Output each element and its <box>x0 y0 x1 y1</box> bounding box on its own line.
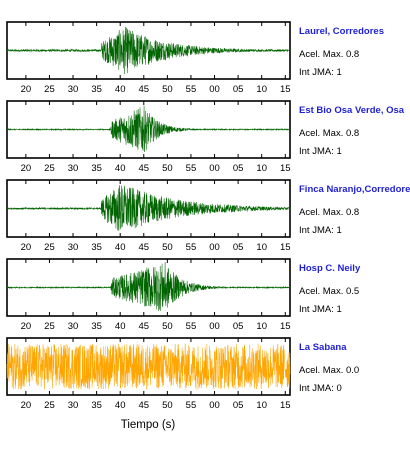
x-tick-label: 50 <box>162 163 173 174</box>
x-tick-label: 50 <box>162 84 173 95</box>
x-tick-label: 05 <box>233 84 244 95</box>
x-tick-label: 20 <box>21 400 32 411</box>
x-tick-label: 35 <box>91 400 102 411</box>
x-tick-label: 25 <box>44 84 55 95</box>
max-acceleration-label: Acel. Max. 0.0 <box>299 365 359 376</box>
x-tick-label: 40 <box>115 163 126 174</box>
x-tick-label: 05 <box>233 242 244 253</box>
x-tick-label: 25 <box>44 242 55 253</box>
x-tick-label: 15 <box>280 84 291 95</box>
x-tick-label: 55 <box>186 163 197 174</box>
x-tick-label: 10 <box>256 400 267 411</box>
x-tick-label: 45 <box>138 84 149 95</box>
station-name: La Sabana <box>299 342 347 353</box>
x-tick-label: 45 <box>138 163 149 174</box>
x-tick-label: 00 <box>209 163 220 174</box>
x-tick-label: 10 <box>256 321 267 332</box>
x-axis-label: Tiempo (s) <box>121 419 176 431</box>
jma-intensity-label: Int JMA: 1 <box>299 225 342 236</box>
x-tick-label: 40 <box>115 400 126 411</box>
seismogram-panel: 20 25 30 35 40 45 50 55 00 05 10 15 Finca Naranjo,Co… <box>6 179 410 253</box>
x-tick-label: 55 <box>186 400 197 411</box>
x-tick-label: 35 <box>91 84 102 95</box>
x-tick-label: 15 <box>280 242 291 253</box>
jma-intensity-label: Int JMA: 1 <box>299 146 342 157</box>
x-tick-label: 35 <box>91 321 102 332</box>
max-acceleration-label: Acel. Max. 0.8 <box>299 49 359 60</box>
x-tick-label: 40 <box>115 84 126 95</box>
x-tick-label: 00 <box>209 321 220 332</box>
x-tick-label: 35 <box>91 242 102 253</box>
jma-intensity-label: Int JMA: 1 <box>299 304 342 315</box>
x-tick-label: 20 <box>21 163 32 174</box>
x-tick-label: 30 <box>68 84 79 95</box>
jma-intensity-label: Int JMA: 1 <box>299 67 342 78</box>
x-tick-label: 05 <box>233 321 244 332</box>
seismogram-trace <box>6 185 291 231</box>
x-tick-label: 25 <box>44 321 55 332</box>
seismogram-trace <box>6 343 291 390</box>
x-tick-label: 30 <box>68 400 79 411</box>
seismogram-panel: 20 25 30 35 40 45 50 55 00 05 10 15 Laurel, Corredor… <box>6 21 384 95</box>
station-name: Laurel, Corredores <box>299 26 384 37</box>
seismogram-panel: 20 25 30 35 40 45 50 55 00 05 10 15 Hosp C. Neily Ace… <box>6 258 361 332</box>
x-tick-label: 45 <box>138 400 149 411</box>
jma-intensity-label: Int JMA: 0 <box>299 383 342 394</box>
station-name: Finca Naranjo,Corredores <box>299 184 410 195</box>
x-tick-label: 45 <box>138 242 149 253</box>
x-tick-label: 25 <box>44 400 55 411</box>
x-tick-label: 20 <box>21 321 32 332</box>
seismogram-panel: 20 25 30 35 40 45 50 55 00 05 10 15 La Sabana Acel. M… <box>6 337 359 411</box>
x-tick-label: 20 <box>21 84 32 95</box>
x-tick-label: 50 <box>162 400 173 411</box>
x-tick-label: 10 <box>256 242 267 253</box>
seismogram-panels: 20 25 30 35 40 45 50 55 00 05 10 15 Laurel, Corredor… <box>6 21 410 411</box>
max-acceleration-label: Acel. Max. 0.5 <box>299 286 359 297</box>
station-name: Est Bio Osa Verde, Osa <box>299 105 405 116</box>
x-tick-label: 30 <box>68 321 79 332</box>
seismogram-trace <box>6 262 291 311</box>
x-tick-label: 05 <box>233 163 244 174</box>
x-tick-label: 35 <box>91 163 102 174</box>
x-tick-label: 10 <box>256 163 267 174</box>
x-tick-label: 30 <box>68 242 79 253</box>
x-tick-label: 55 <box>186 321 197 332</box>
max-acceleration-label: Acel. Max. 0.8 <box>299 207 359 218</box>
x-tick-label: 15 <box>280 400 291 411</box>
x-tick-label: 15 <box>280 321 291 332</box>
x-tick-label: 45 <box>138 321 149 332</box>
x-tick-label: 30 <box>68 163 79 174</box>
max-acceleration-label: Acel. Max. 0.8 <box>299 128 359 139</box>
seismogram-panel: 20 25 30 35 40 45 50 55 00 05 10 15 Est Bio Osa Verd… <box>6 100 405 174</box>
x-tick-label: 05 <box>233 400 244 411</box>
x-tick-label: 10 <box>256 84 267 95</box>
x-tick-label: 20 <box>21 242 32 253</box>
x-tick-label: 15 <box>280 163 291 174</box>
x-tick-label: 00 <box>209 400 220 411</box>
x-tick-label: 55 <box>186 242 197 253</box>
x-tick-label: 40 <box>115 242 126 253</box>
x-tick-label: 40 <box>115 321 126 332</box>
x-tick-label: 00 <box>209 84 220 95</box>
x-tick-label: 55 <box>186 84 197 95</box>
x-tick-label: 00 <box>209 242 220 253</box>
station-name: Hosp C. Neily <box>299 263 361 274</box>
x-tick-label: 50 <box>162 242 173 253</box>
seismogram-trace <box>6 26 291 75</box>
seismogram-trace <box>6 105 291 153</box>
x-tick-label: 50 <box>162 321 173 332</box>
x-tick-label: 25 <box>44 163 55 174</box>
